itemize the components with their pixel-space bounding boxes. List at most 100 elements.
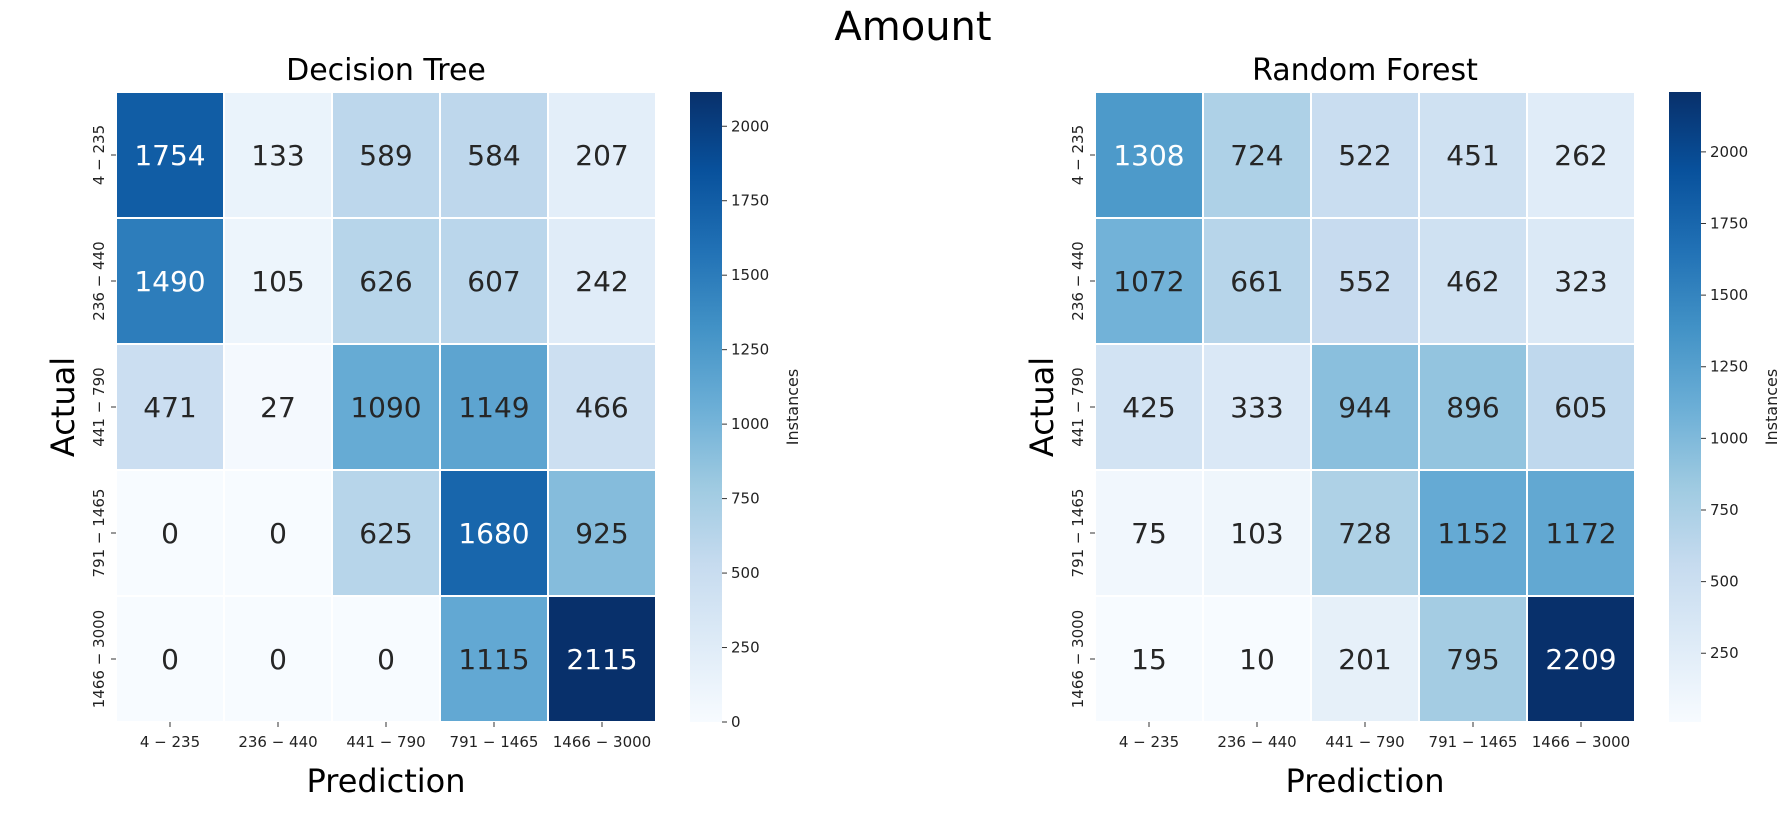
colorbar-tick-label: 2000: [731, 117, 769, 135]
cell-value-label: 2209: [1545, 643, 1616, 676]
cell-value-label: 262: [1554, 139, 1607, 172]
y-tick-label: 1466 − 3000: [90, 610, 108, 708]
heatmap-cell: [1310, 343, 1420, 471]
heatmap-cell: [1526, 217, 1636, 345]
y-tick-label: 4 − 235: [1069, 125, 1087, 185]
heatmap-cell: [331, 217, 441, 345]
cell-value-label: 1490: [134, 265, 205, 298]
heatmap-cell: [1418, 469, 1528, 597]
heatmap-cell: [223, 595, 333, 723]
cell-value-label: 1754: [134, 139, 205, 172]
colorbar-tick-label: 1250: [731, 341, 769, 359]
cell-value-label: 896: [1446, 391, 1499, 424]
colorbar-tick-label: 500: [1710, 573, 1739, 591]
cell-value-label: 522: [1338, 139, 1391, 172]
cell-value-label: 75: [1131, 517, 1167, 550]
heatmap-cell: [1418, 91, 1528, 219]
y-tick-label: 4 − 235: [90, 125, 108, 185]
cell-value-label: 323: [1554, 265, 1607, 298]
y-tick-label: 791 − 1465: [90, 489, 108, 578]
cell-value-label: 133: [251, 139, 304, 172]
cell-value-label: 605: [1554, 391, 1607, 424]
heatmap-cell: [1418, 217, 1528, 345]
cell-value-label: 1072: [1113, 265, 1184, 298]
heatmap-cell: [331, 469, 441, 597]
colorbar-tick-label: 1500: [1710, 286, 1748, 304]
cell-value-label: 0: [269, 517, 287, 550]
cell-value-label: 1152: [1437, 517, 1508, 550]
cell-value-label: 27: [260, 391, 296, 424]
cell-value-label: 466: [575, 391, 628, 424]
cell-value-label: 607: [467, 265, 520, 298]
cell-value-label: 795: [1446, 643, 1499, 676]
cell-value-label: 462: [1446, 265, 1499, 298]
x-tick-label: 441 − 790: [346, 733, 425, 751]
cell-value-label: 661: [1230, 265, 1283, 298]
heatmap-cell: [1094, 595, 1204, 723]
heatmap-cell: [1526, 343, 1636, 471]
colorbar-label: Instances: [1762, 369, 1781, 445]
heatmap-cell: [1202, 469, 1312, 597]
colorbar-tick-label: 1000: [1710, 429, 1748, 447]
colorbar-tick-label: 1250: [1710, 358, 1748, 376]
colorbar-tick-label: 250: [1710, 644, 1739, 662]
heatmap-cell: [223, 91, 333, 219]
colorbar-tick-label: 1500: [731, 266, 769, 284]
cell-value-label: 1090: [350, 391, 421, 424]
x-tick-label: 791 − 1465: [450, 733, 539, 751]
heatmap-cell: [1310, 91, 1420, 219]
cell-value-label: 552: [1338, 265, 1391, 298]
cell-value-label: 1308: [1113, 139, 1184, 172]
cell-value-label: 925: [575, 517, 628, 550]
cell-value-label: 625: [359, 517, 412, 550]
x-tick-label: 1466 − 3000: [1532, 733, 1630, 751]
heatmap-cell: [223, 343, 333, 471]
x-tick-label: 1466 − 3000: [553, 733, 651, 751]
heatmap-cell: [1310, 595, 1420, 723]
cell-value-label: 425: [1122, 391, 1175, 424]
cell-value-label: 10: [1239, 643, 1275, 676]
cell-value-label: 944: [1338, 391, 1391, 424]
heatmap-cell: [1202, 595, 1312, 723]
cell-value-label: 724: [1230, 139, 1283, 172]
cell-value-label: 626: [359, 265, 412, 298]
x-tick-label: 4 − 235: [1119, 733, 1179, 751]
heatmap-cell: [547, 469, 657, 597]
cell-value-label: 103: [1230, 517, 1283, 550]
cell-value-label: 15: [1131, 643, 1167, 676]
heatmap-cell: [223, 469, 333, 597]
cell-value-label: 242: [575, 265, 628, 298]
heatmap-title: Random Forest: [1252, 53, 1478, 88]
colorbar-tick-label: 750: [731, 490, 760, 508]
heatmap-cell: [1418, 595, 1528, 723]
heatmap-cell: [1202, 217, 1312, 345]
colorbar-tick-label: 500: [731, 564, 760, 582]
colorbar-tick-label: 250: [731, 639, 760, 657]
cell-value-label: 1149: [458, 391, 529, 424]
colorbar-tick-label: 2000: [1710, 143, 1748, 161]
y-axis-label: Actual: [44, 357, 82, 457]
x-tick-label: 441 − 790: [1325, 733, 1404, 751]
y-tick-label: 441 − 790: [90, 367, 108, 446]
cell-value-label: 451: [1446, 139, 1499, 172]
heatmap-cell: [331, 91, 441, 219]
colorbar-tick-label: 0: [731, 713, 741, 731]
cell-value-label: 471: [143, 391, 196, 424]
colorbar-tick-label: 750: [1710, 501, 1739, 519]
colorbar-tick-label: 1750: [1710, 215, 1748, 233]
cell-value-label: 1115: [458, 643, 529, 676]
cell-value-label: 589: [359, 139, 412, 172]
heatmap-cell: [115, 91, 225, 219]
figure-suptitle: Amount: [834, 4, 991, 50]
y-tick-label: 441 − 790: [1069, 367, 1087, 446]
x-tick-label: 236 − 440: [238, 733, 317, 751]
x-tick-label: 4 − 235: [140, 733, 200, 751]
y-tick-label: 236 − 440: [1069, 241, 1087, 320]
x-axis-label: Prediction: [1286, 762, 1445, 800]
heatmap-cell: [547, 595, 657, 723]
heatmap-cell: [439, 469, 549, 597]
cell-value-label: 0: [161, 643, 179, 676]
heatmap-cell: [115, 595, 225, 723]
cell-value-label: 728: [1338, 517, 1391, 550]
